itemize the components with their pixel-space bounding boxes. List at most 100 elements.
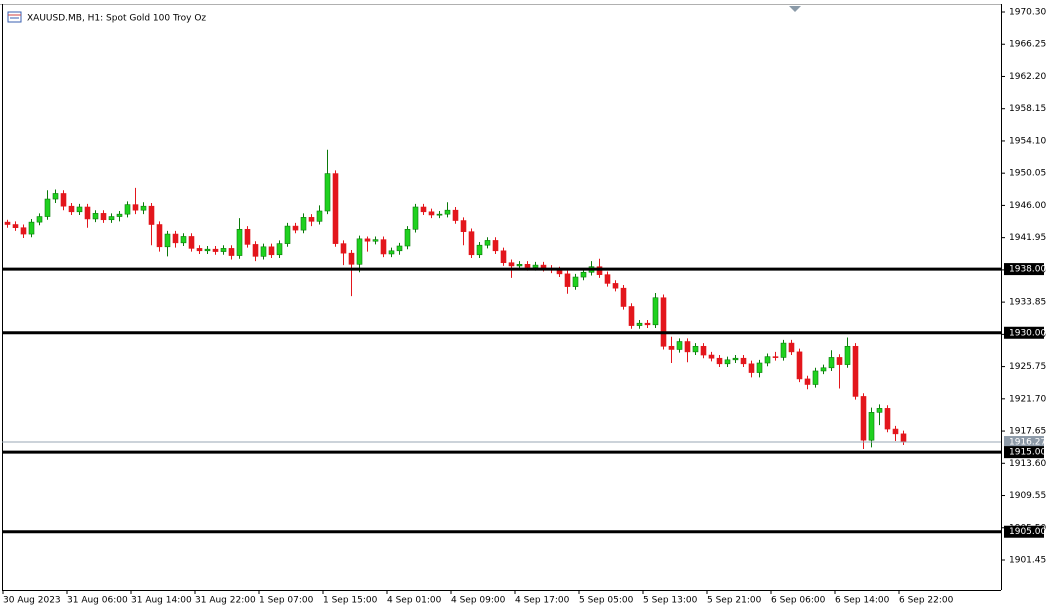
y-tick-label: 1941.95 — [1009, 233, 1046, 243]
x-tick-label: 1 Sep 15:00 — [323, 596, 378, 606]
y-tick-label: 1946.00 — [1009, 201, 1046, 211]
candle-body — [572, 276, 579, 287]
candle-body — [804, 378, 811, 385]
x-tick-label: 31 Aug 22:00 — [195, 596, 256, 606]
candle-body — [612, 283, 619, 289]
candle-body — [508, 262, 515, 267]
candle-body — [740, 357, 747, 365]
y-tick-label: 1970.30 — [1009, 8, 1046, 18]
candle-body — [580, 271, 587, 278]
candle-body — [596, 266, 603, 275]
candle-body — [68, 205, 75, 213]
candle-body — [420, 206, 427, 213]
candle-body — [316, 210, 323, 222]
candle-body — [60, 193, 67, 207]
x-tick-label: 30 Aug 2023 — [3, 596, 61, 606]
x-tick-label: 31 Aug 14:00 — [131, 596, 192, 606]
candle-body — [836, 357, 843, 365]
candle-body — [44, 198, 51, 217]
candle-body — [372, 239, 379, 242]
level-label: 1930.00 — [1009, 328, 1046, 338]
candle-body — [244, 228, 251, 245]
candle-body — [4, 221, 11, 225]
y-tick-label: 1962.20 — [1009, 72, 1046, 82]
price-label: 1916.27 — [1009, 438, 1046, 448]
candle-body — [516, 264, 523, 267]
candle-body — [700, 345, 707, 356]
candle-body — [76, 206, 83, 213]
candle-body — [196, 248, 203, 252]
candle-body — [260, 246, 267, 257]
candle-body — [780, 342, 787, 358]
candle-body — [900, 433, 907, 443]
candle-body — [444, 209, 451, 215]
level-label: 1915.00 — [1009, 448, 1046, 458]
chart-title: XAUUSD.MB, H1: Spot Gold 100 Troy Oz — [27, 14, 206, 24]
candle-body — [892, 428, 899, 435]
x-tick-label: 6 Sep 14:00 — [835, 596, 890, 606]
x-tick-label: 5 Sep 21:00 — [707, 596, 762, 606]
candle-body — [36, 216, 43, 223]
candle-body — [860, 396, 867, 441]
x-tick-label: 31 Aug 06:00 — [67, 596, 128, 606]
candle-body — [868, 412, 875, 441]
candle-body — [212, 248, 219, 252]
candle-body — [132, 204, 139, 211]
candle-body — [812, 370, 819, 385]
candle-body — [500, 250, 507, 264]
candle-body — [92, 213, 99, 220]
candle-body — [876, 408, 883, 413]
candle-body — [308, 217, 315, 222]
candle-body — [148, 205, 155, 225]
y-tick-label: 1901.45 — [1009, 555, 1046, 565]
candle-body — [292, 225, 299, 231]
candle-body — [108, 216, 115, 221]
candle-body — [604, 274, 611, 284]
shift-marker[interactable] — [789, 6, 801, 12]
candle-body — [100, 213, 107, 221]
candle-body — [20, 227, 27, 235]
candle-body — [524, 264, 531, 268]
candle-body — [252, 244, 259, 257]
y-tick-label: 1925.75 — [1009, 362, 1046, 372]
candle-body — [564, 273, 571, 287]
candle-body — [204, 248, 211, 252]
candle-body — [428, 211, 435, 216]
candle-body — [300, 217, 307, 231]
y-tick-label: 1933.85 — [1009, 298, 1046, 308]
candle-body — [404, 228, 411, 247]
candle-body — [12, 224, 19, 228]
level-label-box — [1004, 446, 1044, 459]
candle-body — [388, 250, 395, 255]
level-label: 1938.00 — [1009, 265, 1046, 275]
candle-body — [796, 351, 803, 380]
candle-body — [228, 248, 235, 256]
candle-body — [172, 233, 179, 244]
y-tick-label: 1921.70 — [1009, 394, 1046, 404]
candle-body — [468, 231, 475, 256]
candle-body — [716, 357, 723, 365]
y-tick-label: 1958.15 — [1009, 104, 1046, 114]
candle-body — [140, 205, 147, 211]
candle-body — [484, 240, 491, 246]
candle-body — [692, 345, 699, 353]
candle-body — [820, 367, 827, 372]
level-label: 1905.00 — [1009, 527, 1046, 537]
candle-body — [452, 209, 459, 221]
x-tick-label: 5 Sep 05:00 — [579, 596, 634, 606]
candle-body — [764, 356, 771, 364]
candle-body — [460, 220, 467, 232]
candle-body — [708, 354, 715, 359]
candle-body — [884, 408, 891, 430]
candle-body — [732, 357, 739, 361]
candle-body — [52, 193, 59, 200]
candle-body — [124, 204, 131, 215]
candle-body — [236, 228, 243, 256]
x-tick-label: 4 Sep 17:00 — [515, 596, 570, 606]
candle-body — [772, 356, 779, 358]
candle-body — [668, 345, 675, 350]
candle-body — [332, 173, 339, 244]
y-tick-label: 1954.10 — [1009, 136, 1046, 146]
candle-body — [356, 238, 363, 265]
y-tick-label: 1909.55 — [1009, 491, 1046, 501]
